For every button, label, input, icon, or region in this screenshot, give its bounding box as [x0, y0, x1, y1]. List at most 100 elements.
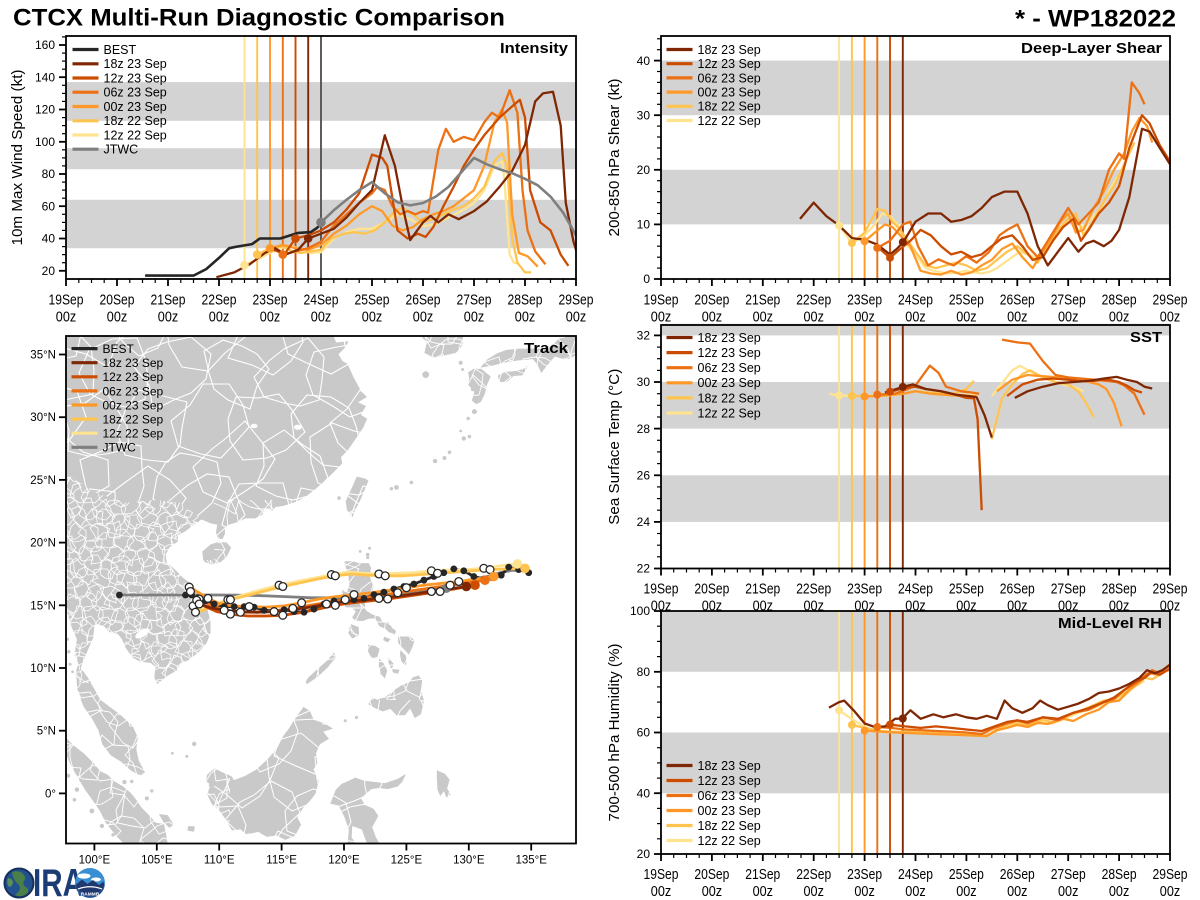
svg-text:20°N: 20°N — [30, 538, 56, 550]
svg-text:06z 23 Sep: 06z 23 Sep — [104, 86, 167, 100]
svg-text:29Sep: 29Sep — [559, 293, 594, 309]
svg-text:28Sep: 28Sep — [1102, 867, 1137, 883]
svg-text:130°E: 130°E — [453, 855, 485, 867]
svg-text:BEST: BEST — [103, 342, 135, 356]
svg-text:00z: 00z — [651, 884, 671, 900]
svg-text:00z: 00z — [854, 310, 874, 326]
svg-text:100: 100 — [630, 604, 650, 618]
svg-text:18z 22 Sep: 18z 22 Sep — [103, 413, 164, 427]
svg-text:26Sep: 26Sep — [1000, 582, 1035, 598]
svg-text:24: 24 — [637, 515, 651, 529]
svg-text:24Sep: 24Sep — [304, 293, 339, 309]
svg-text:00z: 00z — [905, 310, 925, 326]
svg-text:40: 40 — [42, 232, 56, 246]
svg-text:28Sep: 28Sep — [1102, 293, 1137, 309]
svg-text:12z 23 Sep: 12z 23 Sep — [698, 346, 761, 360]
svg-text:20Sep: 20Sep — [100, 293, 135, 309]
svg-text:24Sep: 24Sep — [898, 867, 933, 883]
svg-text:10°N: 10°N — [30, 663, 56, 675]
svg-text:26Sep: 26Sep — [1000, 867, 1035, 883]
svg-text:00z: 00z — [702, 310, 722, 326]
svg-text:200-850 hPa Shear (kt): 200-850 hPa Shear (kt) — [607, 79, 623, 237]
svg-text:29Sep: 29Sep — [1153, 582, 1188, 598]
svg-text:19Sep: 19Sep — [644, 867, 679, 883]
svg-text:29Sep: 29Sep — [1153, 867, 1188, 883]
svg-text:20: 20 — [42, 264, 56, 278]
svg-text:115°E: 115°E — [266, 855, 297, 867]
svg-text:12z 22 Sep: 12z 22 Sep — [104, 128, 167, 142]
svg-text:BEST: BEST — [104, 43, 137, 57]
svg-text:18z 22 Sep: 18z 22 Sep — [698, 100, 761, 114]
svg-text:29Sep: 29Sep — [1153, 293, 1188, 309]
svg-text:00z: 00z — [1109, 884, 1129, 900]
svg-text:RAMMB: RAMMB — [81, 892, 100, 898]
svg-text:21Sep: 21Sep — [745, 582, 780, 598]
svg-text:00z: 00z — [651, 310, 671, 326]
svg-text:19Sep: 19Sep — [49, 293, 84, 309]
svg-text:5°N: 5°N — [37, 726, 56, 738]
svg-text:06z 23 Sep: 06z 23 Sep — [103, 384, 164, 398]
svg-text:00z: 00z — [1160, 310, 1180, 326]
svg-text:40: 40 — [637, 54, 651, 68]
svg-text:125°E: 125°E — [391, 855, 423, 867]
svg-text:12z 23 Sep: 12z 23 Sep — [104, 71, 167, 85]
svg-text:00z: 00z — [956, 884, 976, 900]
svg-text:12z 23 Sep: 12z 23 Sep — [698, 57, 761, 71]
svg-text:00z: 00z — [753, 310, 773, 326]
svg-text:0: 0 — [643, 272, 650, 286]
svg-text:00z: 00z — [464, 310, 484, 326]
svg-text:10m Max Wind Speed (kt): 10m Max Wind Speed (kt) — [10, 70, 26, 246]
svg-text:28Sep: 28Sep — [508, 293, 543, 309]
svg-text:12z 23 Sep: 12z 23 Sep — [103, 370, 164, 384]
svg-text:700-500 hPa Humidity (%): 700-500 hPa Humidity (%) — [607, 644, 623, 822]
svg-text:110°E: 110°E — [204, 855, 235, 867]
svg-text:22Sep: 22Sep — [796, 867, 831, 883]
svg-text:Track: Track — [524, 340, 569, 357]
svg-text:32: 32 — [637, 329, 651, 343]
svg-text:00z: 00z — [854, 884, 874, 900]
svg-text:80: 80 — [42, 167, 56, 181]
svg-text:23Sep: 23Sep — [847, 867, 882, 883]
svg-text:24Sep: 24Sep — [898, 582, 933, 598]
svg-text:20Sep: 20Sep — [694, 867, 729, 883]
svg-text:00z: 00z — [311, 310, 331, 326]
svg-text:12z 23 Sep: 12z 23 Sep — [698, 774, 761, 788]
svg-text:00z: 00z — [702, 884, 722, 900]
svg-text:27Sep: 27Sep — [457, 293, 492, 309]
svg-text:30: 30 — [637, 375, 651, 389]
svg-text:80: 80 — [637, 665, 651, 679]
svg-text:24Sep: 24Sep — [898, 293, 933, 309]
svg-text:23Sep: 23Sep — [847, 293, 882, 309]
svg-text:25Sep: 25Sep — [949, 867, 984, 883]
svg-text:Mid-Level RH: Mid-Level RH — [1058, 615, 1162, 632]
svg-text:00z: 00z — [1109, 310, 1129, 326]
svg-text:12z 22 Sep: 12z 22 Sep — [698, 114, 761, 128]
svg-text:00z: 00z — [515, 310, 535, 326]
svg-text:12z 22 Sep: 12z 22 Sep — [103, 427, 164, 441]
svg-text:00z: 00z — [753, 884, 773, 900]
svg-text:105°E: 105°E — [141, 855, 173, 867]
svg-text:60: 60 — [637, 726, 651, 740]
svg-text:27Sep: 27Sep — [1051, 867, 1086, 883]
svg-text:00z: 00z — [158, 310, 178, 326]
svg-text:12z 22 Sep: 12z 22 Sep — [698, 834, 761, 848]
svg-text:JTWC: JTWC — [104, 143, 139, 157]
svg-text:00z: 00z — [56, 310, 76, 326]
svg-text:00z 23 Sep: 00z 23 Sep — [103, 398, 164, 412]
svg-text:27Sep: 27Sep — [1051, 582, 1086, 598]
svg-text:25°N: 25°N — [30, 475, 56, 487]
svg-text:18z 23 Sep: 18z 23 Sep — [103, 356, 164, 370]
svg-text:12z 22 Sep: 12z 22 Sep — [698, 406, 761, 420]
svg-text:140: 140 — [35, 70, 55, 84]
svg-text:10: 10 — [637, 218, 651, 232]
svg-text:26: 26 — [637, 468, 651, 482]
svg-text:0°: 0° — [45, 788, 56, 800]
svg-text:22: 22 — [637, 562, 651, 576]
svg-text:120°E: 120°E — [328, 855, 360, 867]
svg-text:21Sep: 21Sep — [745, 293, 780, 309]
svg-text:23Sep: 23Sep — [847, 582, 882, 598]
svg-text:25Sep: 25Sep — [355, 293, 390, 309]
svg-text:120: 120 — [35, 103, 55, 117]
svg-text:60: 60 — [42, 199, 56, 213]
svg-text:00z: 00z — [1007, 310, 1027, 326]
